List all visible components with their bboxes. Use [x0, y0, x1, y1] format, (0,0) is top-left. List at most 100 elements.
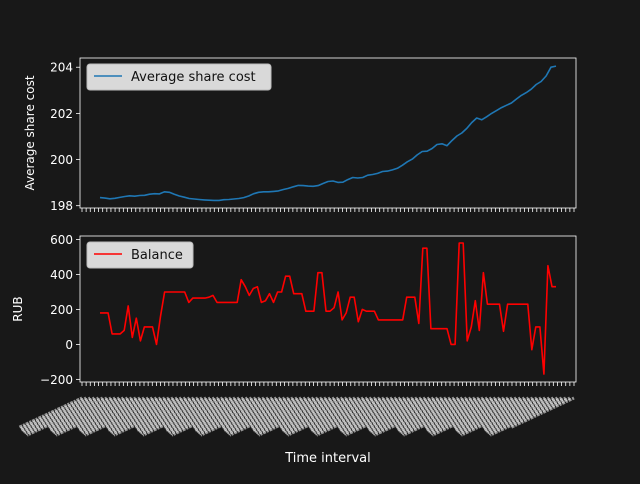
x-tick-label-mark: [255, 396, 331, 435]
x-tick-label-mark: [197, 396, 273, 435]
x-tick-label-mark: [401, 396, 480, 436]
x-tick-label-mark: [227, 396, 306, 436]
x-axis-ticks-top: [81, 208, 575, 212]
y-axis-label-top: Average share cost: [23, 75, 37, 190]
x-tick-label-mark: [17, 396, 83, 429]
y-tick-label-top: 202: [50, 107, 73, 121]
x-tick-label-mark: [509, 396, 575, 429]
x-tick-label-mark: [49, 396, 120, 432]
x-tick-label-mark: [169, 396, 249, 436]
x-tick-label-mark: [55, 396, 137, 437]
x-tick-label-mark: [428, 396, 505, 435]
x-tick-label-mark: [164, 396, 232, 431]
x-tick-label-mark: [249, 396, 315, 429]
x-axis-ticks-bottom: [81, 382, 575, 386]
x-tick-label-mark: [191, 396, 257, 429]
legend-box-top: [86, 63, 272, 91]
x-tick-label-mark: [223, 396, 294, 432]
x-tick-label-mark: [370, 396, 447, 435]
x-tick-label-mark: [398, 396, 472, 433]
y-tick-label-bottom: 600: [50, 233, 73, 247]
x-tick-label-mark: [423, 396, 488, 429]
x-tick-label-mark: [315, 396, 397, 437]
x-tick-label-mark: [312, 396, 389, 435]
series-average-share-cost: [99, 65, 557, 202]
x-tick-label-mark: [165, 396, 236, 432]
x-tick-label-mark: [339, 396, 410, 432]
legend-label-average-share-cost: Average share cost: [131, 70, 256, 85]
x-tick-label-mark: [137, 396, 211, 433]
x-tick-label-mark: [366, 396, 435, 431]
y-axis-ticks-bottom: −200 0 200 400 600: [40, 233, 80, 387]
panel-average-share-cost: 198 200 202 204 Average share cost Average …: [23, 57, 577, 213]
x-tick-label-mark: [171, 396, 253, 437]
x-tick-label-mark: [310, 396, 381, 432]
x-tick-label-mark: [257, 396, 339, 437]
x-tick-label-mark: [453, 396, 521, 431]
x-tick-label-mark: [82, 396, 162, 436]
x-tick-label-mark: [402, 396, 484, 437]
x-tick-label-mark: [52, 396, 129, 435]
x-tick-label-mark: [84, 396, 166, 437]
x-tick-label-mark: [369, 396, 443, 433]
series-line-top: [99, 65, 557, 202]
x-tick-label-mark: [486, 396, 563, 435]
legend-top: Average share cost: [86, 63, 272, 91]
x-tick-label-mark: [337, 396, 406, 431]
x-tick-labels-overlapping: [17, 396, 575, 437]
x-tick-label-mark: [26, 396, 108, 437]
x-tick-label-mark: [282, 396, 356, 433]
x-tick-label-mark: [311, 396, 385, 433]
x-tick-label-mark: [460, 396, 542, 437]
x-tick-label-mark: [456, 396, 530, 433]
x-tick-label-mark: [168, 396, 244, 435]
x-tick-label-mark: [457, 396, 534, 435]
x-tick-label-mark: [220, 396, 286, 429]
x-axis-label: Time interval: [284, 451, 371, 466]
x-tick-label-mark: [113, 396, 195, 437]
x-tick-label-mark: [250, 396, 319, 431]
y-tick-label-top: 198: [50, 199, 73, 213]
x-tick-label-mark: [136, 396, 207, 432]
x-tick-label-mark: [485, 396, 559, 433]
x-tick-label-mark: [424, 396, 492, 431]
x-tick-label-mark: [78, 396, 149, 432]
y-tick-label-top: 200: [50, 153, 73, 167]
x-tick-label-mark: [111, 396, 191, 436]
series-balance: [100, 242, 556, 375]
y-tick-label-top: 204: [50, 61, 73, 75]
legend-box-bottom: [86, 241, 194, 269]
x-tick-label-mark: [139, 396, 215, 435]
x-tick-label-mark: [224, 396, 298, 433]
x-tick-label-mark: [454, 396, 526, 432]
x-tick-label-mark: [285, 396, 364, 436]
x-tick-label-mark: [459, 396, 538, 436]
y-tick-label-bottom: 200: [50, 303, 73, 317]
x-tick-label-mark: [221, 396, 290, 431]
x-tick-label-mark: [308, 396, 377, 431]
x-tick-label-mark: [341, 396, 418, 435]
x-tick-label-mark: [48, 396, 116, 431]
x-tick-label-mark: [253, 396, 327, 433]
x-tick-label-mark: [80, 396, 153, 433]
x-tick-label-mark: [431, 396, 513, 437]
legend-bottom: Balance: [86, 241, 194, 269]
x-tick-label-mark: [307, 396, 373, 429]
x-tick-label-mark: [488, 396, 567, 436]
x-tick-label-mark: [425, 396, 497, 432]
x-tick-label-mark: [140, 396, 220, 436]
x-tick-label-mark: [133, 396, 199, 429]
x-tick-label-mark: [279, 396, 348, 431]
x-tick-label-mark: [226, 396, 302, 435]
y-axis-ticks-top: 198 200 202 204: [50, 61, 80, 213]
y-tick-label-bottom: 0: [65, 338, 73, 352]
x-tick-label-mark: [75, 396, 141, 429]
x-tick-label-mark: [368, 396, 439, 432]
y-axis-label-bottom: RUB: [11, 296, 25, 321]
x-tick-label-mark: [104, 396, 170, 429]
x-tick-label-mark: [107, 396, 178, 432]
x-tick-label-mark: [278, 396, 344, 429]
series-line-bottom: [100, 242, 556, 375]
